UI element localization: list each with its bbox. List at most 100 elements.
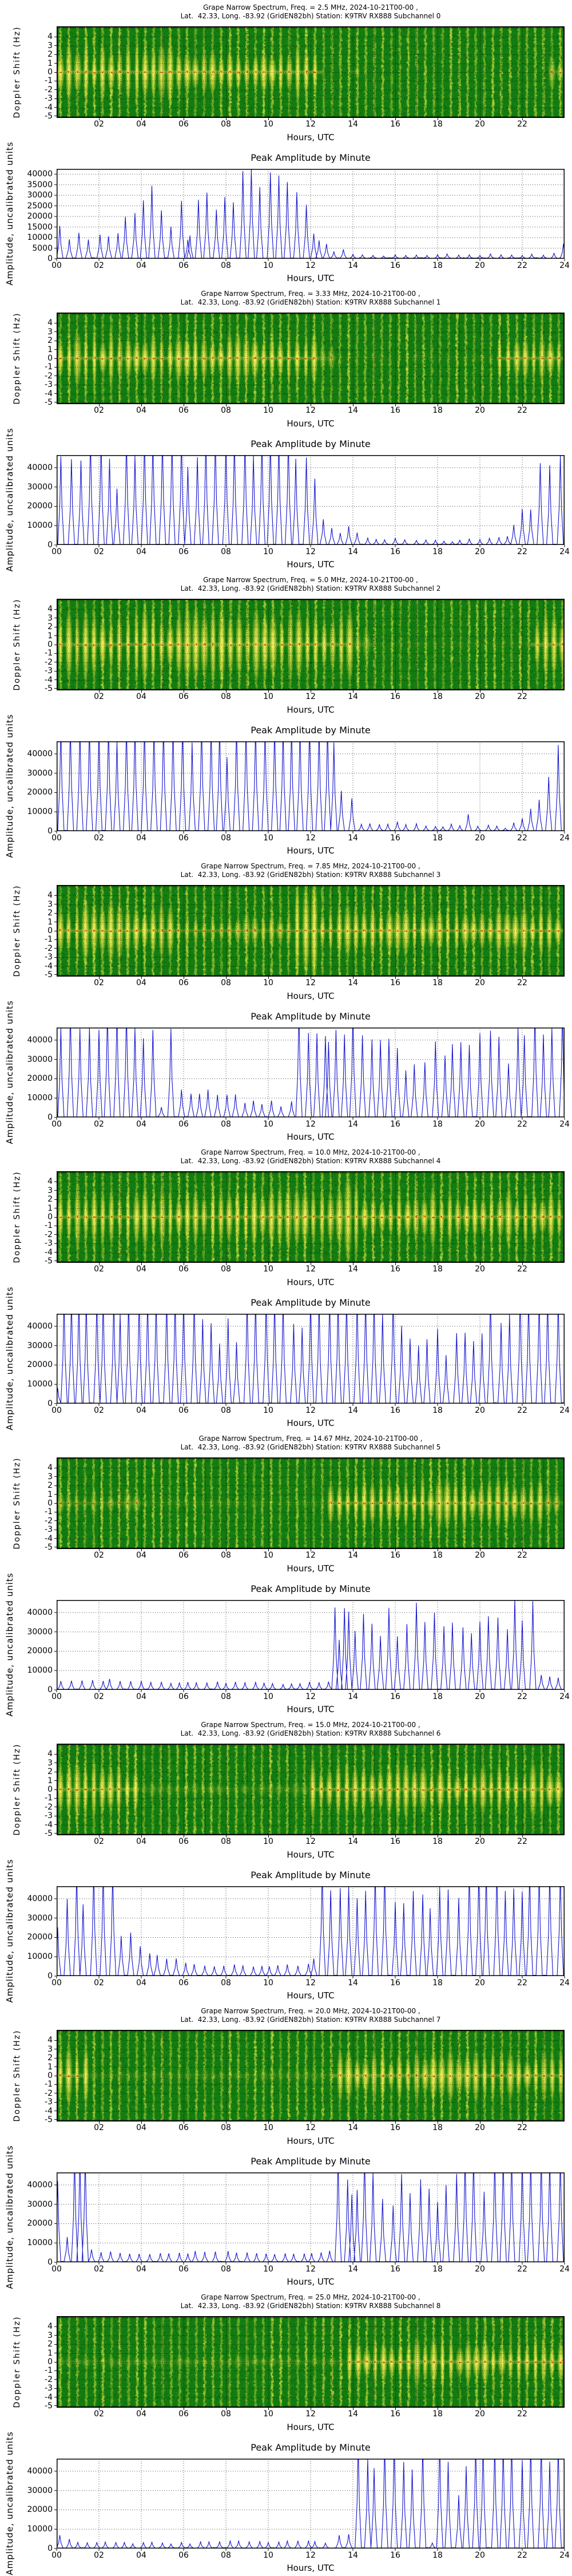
y-tick-label: 25000 (27, 201, 53, 211)
x-tick-label: 20 (475, 1265, 485, 1274)
y-tick-label: -5 (45, 2401, 53, 2411)
y-tick-mark (54, 1234, 57, 1235)
y-tick-mark (54, 89, 57, 90)
y-tick-label: 0 (47, 1212, 53, 1222)
x-tick-label: 20 (475, 2409, 485, 2419)
x-tick-label: 20 (475, 2265, 485, 2274)
y-tick-label: -5 (45, 1828, 53, 1838)
x-tick-mark (141, 2121, 142, 2124)
y-tick-mark (54, 1485, 57, 1486)
y-tick-label: 40000 (27, 1607, 53, 1617)
y-tick-label: 10000 (27, 807, 53, 817)
x-tick-label: 18 (432, 547, 443, 556)
x-tick-label: 22 (517, 1120, 527, 1129)
x-tick-label: 14 (348, 692, 358, 701)
x-tick-label: 02 (94, 1551, 104, 1560)
y-tick-label: -3 (45, 380, 53, 390)
amplitude-plot (54, 1886, 565, 1978)
y-tick-mark (54, 2379, 57, 2380)
x-tick-mark (395, 2121, 396, 2124)
x-axis-label: Hours, UTC (287, 1850, 335, 1860)
x-tick-label: 10 (263, 2265, 273, 2274)
x-tick-label: 14 (348, 261, 358, 270)
x-tick-label: 06 (178, 1265, 189, 1274)
x-tick-mark (98, 1263, 100, 1265)
x-tick-label: 06 (178, 547, 189, 556)
y-tick-label: -3 (45, 2097, 53, 2107)
y-tick-mark (54, 331, 57, 333)
x-tick-label: 00 (51, 2551, 62, 2560)
y-tick-mark (54, 1476, 57, 1477)
y-tick-mark (54, 2101, 57, 2103)
x-tick-mark (98, 118, 100, 120)
x-tick-label: 14 (348, 1551, 358, 1560)
y-tick-label: 3 (47, 2044, 53, 2054)
y-tick-mark (54, 688, 57, 689)
x-tick-label: 06 (178, 2265, 189, 2274)
x-tick-mark (268, 2121, 269, 2124)
spectrogram-plot (57, 2030, 565, 2121)
x-tick-label: 06 (178, 978, 189, 987)
x-tick-mark (98, 2121, 100, 2124)
y-tick-label: 20000 (27, 1074, 53, 1084)
y-tick-label: -5 (45, 111, 53, 121)
chart-subtitle: Lat. 42.33, Long. -83.92 (GridEN82bh) St… (180, 1157, 441, 1165)
x-tick-mark (395, 404, 396, 406)
x-tick-label: 08 (221, 120, 231, 129)
x-tick-label: 14 (348, 1120, 358, 1129)
y-tick-label: -5 (45, 1256, 53, 1266)
x-tick-mark (268, 1549, 269, 1551)
x-tick-label: 04 (136, 2123, 146, 2132)
x-tick-label: 22 (517, 978, 527, 987)
x-tick-mark (225, 2121, 227, 2124)
x-tick-label: 06 (178, 120, 189, 129)
spectrogram-plot (57, 1171, 565, 1263)
x-tick-label: 04 (136, 1551, 146, 1560)
x-tick-label: 18 (432, 1692, 443, 1701)
x-tick-label: 02 (94, 261, 104, 270)
x-tick-label: 10 (263, 1551, 273, 1560)
x-tick-label: 04 (136, 1692, 146, 1701)
y-tick-label: 2 (47, 50, 53, 60)
y-tick-label: -1 (45, 2080, 53, 2089)
y-tick-label: 35000 (27, 180, 53, 189)
y-tick-label: 20000 (27, 1360, 53, 1370)
y-tick-label: -3 (45, 953, 53, 962)
y-tick-label: 2 (47, 1767, 53, 1777)
y-tick-mark (54, 1789, 57, 1790)
y-tick-label: 40000 (27, 169, 53, 179)
x-tick-label: 16 (390, 547, 400, 556)
x-tick-label: 04 (136, 1406, 146, 1415)
x-tick-label: 10 (263, 1692, 273, 1701)
x-tick-mark (225, 690, 227, 693)
y-axis-label: Amplitude, uncalibrated units (5, 1573, 15, 1717)
y-tick-label: 2 (47, 1195, 53, 1204)
x-tick-label: 08 (221, 1978, 231, 1988)
x-tick-label: 02 (94, 692, 104, 701)
chart-title: Grape Narrow Spectrum, Freq. = 10.0 MHz,… (201, 1148, 420, 1156)
x-tick-label: 08 (221, 2265, 231, 2274)
x-axis-label: Hours, UTC (287, 2563, 335, 2573)
y-tick-label: -2 (45, 1230, 53, 1239)
amplitude-plot (54, 169, 565, 261)
y-tick-mark (54, 349, 57, 350)
x-tick-mark (522, 2121, 523, 2124)
amplitude-plot (54, 455, 565, 547)
y-axis-label: Amplitude, uncalibrated units (5, 428, 15, 572)
amplitude-plot (54, 1600, 565, 1692)
x-tick-label: 02 (94, 1120, 104, 1129)
x-tick-mark (98, 2408, 100, 2410)
chart-title: Grape Narrow Spectrum, Freq. = 5.0 MHz, … (203, 576, 418, 584)
y-tick-label: -1 (45, 362, 53, 372)
y-tick-label: -4 (45, 1820, 53, 1830)
y-tick-label: 40000 (27, 1321, 53, 1331)
y-axis-label: Doppler Shift (Hz) (13, 1171, 22, 1263)
y-tick-mark (54, 948, 57, 949)
x-tick-label: 16 (390, 1551, 400, 1560)
x-tick-label: 06 (178, 1978, 189, 1988)
chart-title: Peak Amplitude by Minute (251, 2156, 371, 2167)
x-tick-label: 20 (475, 406, 485, 415)
x-tick-label: 20 (475, 120, 485, 129)
y-tick-label: 0 (47, 1399, 53, 1408)
y-tick-label: 20000 (27, 1933, 53, 1942)
